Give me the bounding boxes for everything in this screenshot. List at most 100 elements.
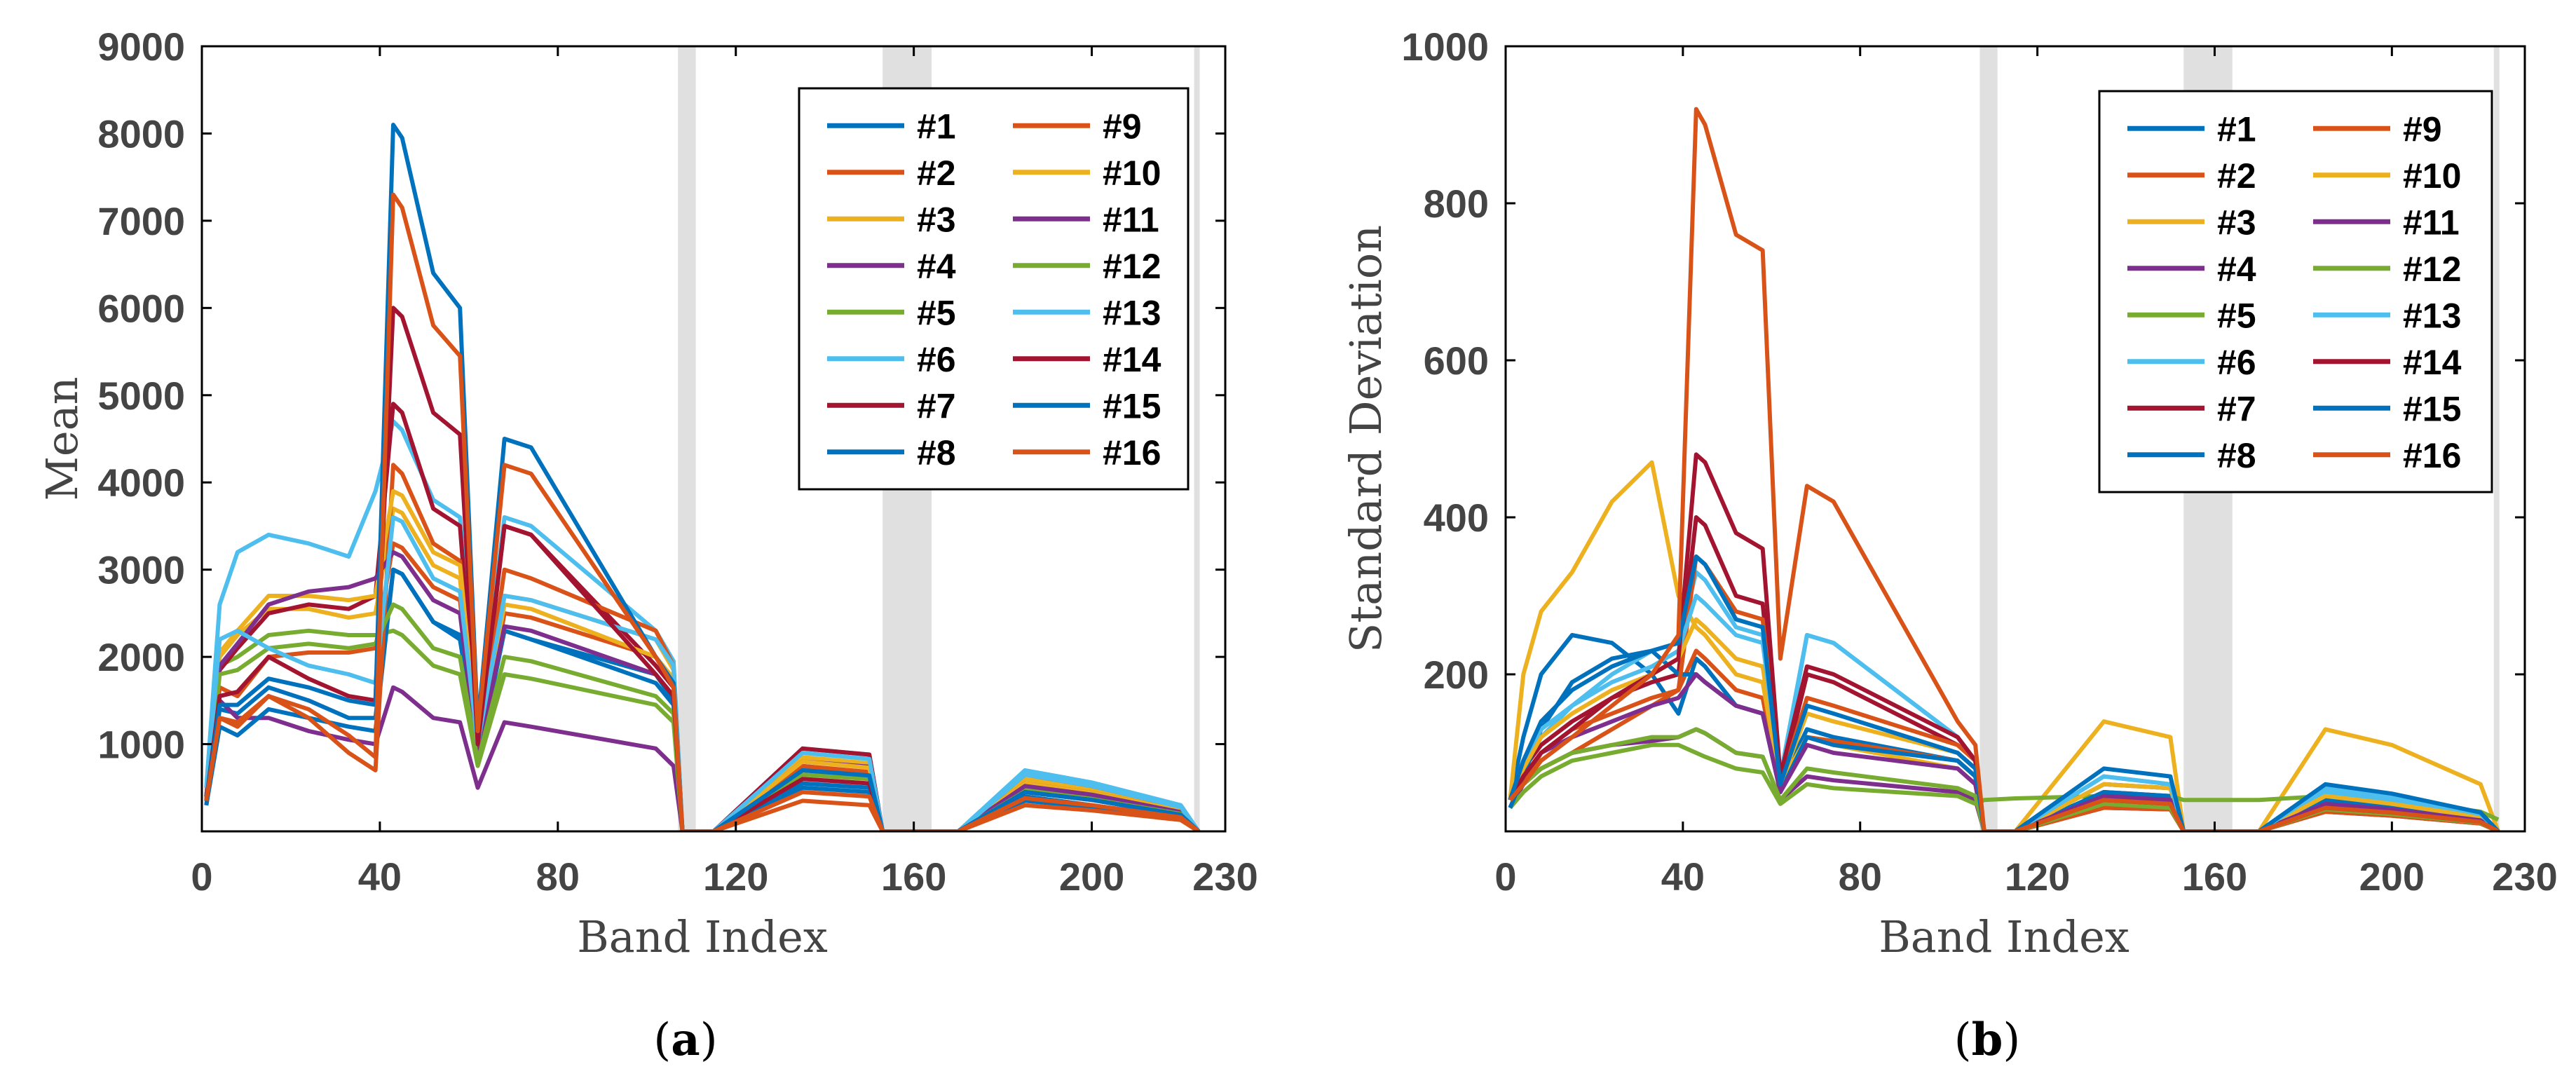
legend-label-16: #16 (2403, 436, 2461, 475)
legend-label-14: #14 (1103, 340, 1161, 379)
x-tick-label: 200 (2359, 854, 2425, 899)
x-axis-label: Band Index (1879, 911, 2129, 962)
y-tick-label: 200 (1424, 653, 1489, 697)
series-line-1 (1508, 633, 2500, 831)
y-tick-label: 7000 (97, 199, 185, 243)
legend-label-12: #12 (2403, 250, 2461, 289)
series-line-14 (204, 306, 1200, 831)
series-line-7 (1508, 515, 2500, 831)
x-tick-label: 230 (2492, 854, 2557, 899)
series-line-4 (204, 685, 1201, 831)
x-tick-label: 200 (1059, 854, 1124, 899)
legend-label-3: #3 (917, 200, 956, 239)
noisy-band-1 (1979, 46, 1998, 831)
y-tick-label: 9000 (97, 25, 185, 69)
x-tick-label: 120 (2005, 854, 2070, 899)
series-line-12 (204, 602, 1201, 831)
legend-box (798, 87, 1190, 491)
plot-frame (1504, 45, 2526, 833)
legend-label-7: #7 (2217, 389, 2256, 428)
panel-caption: (b) (1954, 1014, 2021, 1066)
legend: #1 #2 #3 #4 #5 #6 #7 #8 #9 #10 #11 #12 #13 #14 #15 #16 (2098, 90, 2493, 493)
legend-label-15: #15 (1103, 386, 1161, 425)
legend-label-8: #8 (917, 433, 956, 472)
legend-label-1: #1 (917, 107, 956, 146)
x-tick-label: 0 (1494, 854, 1516, 899)
x-tick-label: 0 (191, 854, 212, 899)
series-lines (204, 123, 1201, 831)
y-tick-label: 1000 (1401, 25, 1489, 69)
legend-label-12: #12 (1103, 247, 1161, 286)
legend-label-4: #4 (917, 247, 956, 286)
series-line-16 (204, 192, 1200, 831)
series-line-10 (204, 489, 1201, 831)
series-line-12 (1508, 727, 2500, 831)
legend-box (2098, 90, 2493, 493)
x-tick-label: 230 (1192, 854, 1258, 899)
legend-label-13: #13 (1103, 293, 1161, 332)
legend-label-4: #4 (2217, 250, 2256, 289)
noisy-band-1 (678, 46, 696, 831)
series-line-9 (1508, 554, 2500, 831)
y-axis-label: Standard Deviation (1340, 225, 1391, 653)
series-line-16 (1508, 107, 2500, 831)
series-line-8 (204, 567, 1200, 831)
panel-caption: (a) (653, 1014, 717, 1066)
noisy-band-3 (1194, 46, 1200, 831)
series-line-15 (1508, 554, 2500, 831)
chart-a: 1000 2000 3000 4000 5000 6000 7000 8000 9000 0 40 8… (36, 25, 1258, 1066)
y-tick-label: 600 (1424, 339, 1489, 383)
legend-label-9: #9 (2403, 109, 2442, 149)
series-line-5 (204, 628, 1201, 831)
series-line-5 (1508, 742, 2500, 822)
series-line-9 (204, 463, 1200, 831)
x-tick-label: 160 (881, 854, 946, 899)
series-line-2 (204, 541, 1201, 831)
y-tick-label: 2000 (97, 635, 185, 679)
x-tick-label: 80 (536, 854, 580, 899)
series-line-6 (204, 419, 1201, 831)
x-tick-label: 80 (1839, 854, 1882, 899)
x-axis-label: Band Index (577, 911, 828, 962)
legend: #1 #2 #3 #4 #5 #6 #7 #8 #9 #10 #11 #12 #13 #14 #15 #16 (798, 87, 1190, 491)
y-tick-label: 5000 (97, 374, 185, 418)
y-tick-label: 6000 (97, 286, 185, 330)
series-lines (1508, 107, 2500, 831)
legend-label-3: #3 (2217, 203, 2256, 242)
legend-label-1: #1 (2217, 109, 2256, 149)
chart-b: 200 400 600 800 1000 0 40 80 120 160 200 230 Band In… (1340, 25, 2558, 1066)
x-tick-label: 120 (703, 854, 768, 899)
series-line-11 (204, 550, 1201, 831)
series-line-13 (1508, 594, 2500, 831)
legend-label-10: #10 (1103, 154, 1161, 193)
legend-label-5: #5 (2217, 296, 2256, 335)
series-line-3 (204, 506, 1201, 831)
series-line-10 (1508, 617, 2500, 831)
legend-label-13: #13 (2403, 296, 2461, 335)
y-tick-label: 800 (1424, 182, 1489, 226)
y-tick-label: 1000 (97, 723, 185, 767)
legend-label-6: #6 (2217, 343, 2256, 382)
legend-label-6: #6 (917, 340, 956, 379)
series-line-15 (204, 123, 1200, 831)
y-axis-label: Mean (36, 376, 88, 500)
legend-label-2: #2 (2217, 156, 2256, 196)
noisy-band-3 (2493, 46, 2500, 831)
series-line-8 (1508, 648, 2500, 831)
x-tick-label: 40 (358, 854, 402, 899)
x-tick-label: 160 (2182, 854, 2247, 899)
y-tick-label: 400 (1424, 496, 1489, 540)
series-line-11 (1508, 672, 2500, 831)
legend-label-14: #14 (2403, 343, 2462, 382)
series-line-14 (1508, 452, 2500, 831)
legend-label-11: #11 (1103, 200, 1159, 239)
legend-label-7: #7 (917, 386, 956, 425)
y-tick-label: 4000 (97, 461, 185, 505)
x-tick-label: 40 (1661, 854, 1705, 899)
legend-label-9: #9 (1103, 107, 1142, 146)
legend-label-11: #11 (2403, 203, 2460, 242)
y-tick-label: 3000 (97, 548, 185, 592)
y-tick-label: 8000 (97, 111, 185, 156)
legend-label-8: #8 (2217, 436, 2256, 475)
